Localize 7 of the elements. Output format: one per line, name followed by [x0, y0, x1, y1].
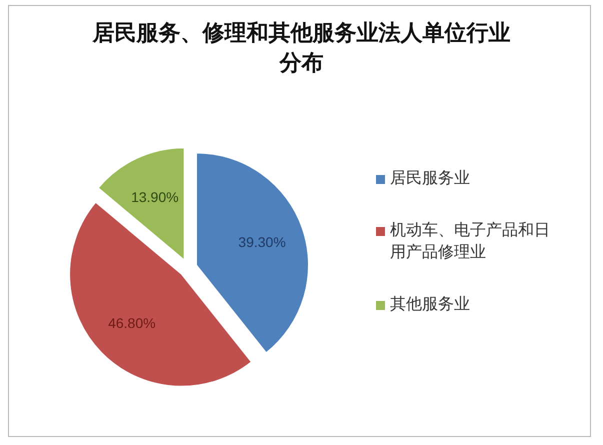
data-label: 39.30%: [238, 234, 286, 250]
legend-label: 机动车、电子产品和日用产品修理业: [390, 220, 551, 263]
legend-label: 居民服务业: [390, 168, 471, 189]
legend-label: 其他服务业: [390, 294, 471, 315]
chart-title: 居民服务、修理和其他服务业法人单位行业分布: [91, 19, 512, 77]
data-label: 46.80%: [108, 314, 156, 331]
data-label: 13.90%: [131, 188, 179, 205]
